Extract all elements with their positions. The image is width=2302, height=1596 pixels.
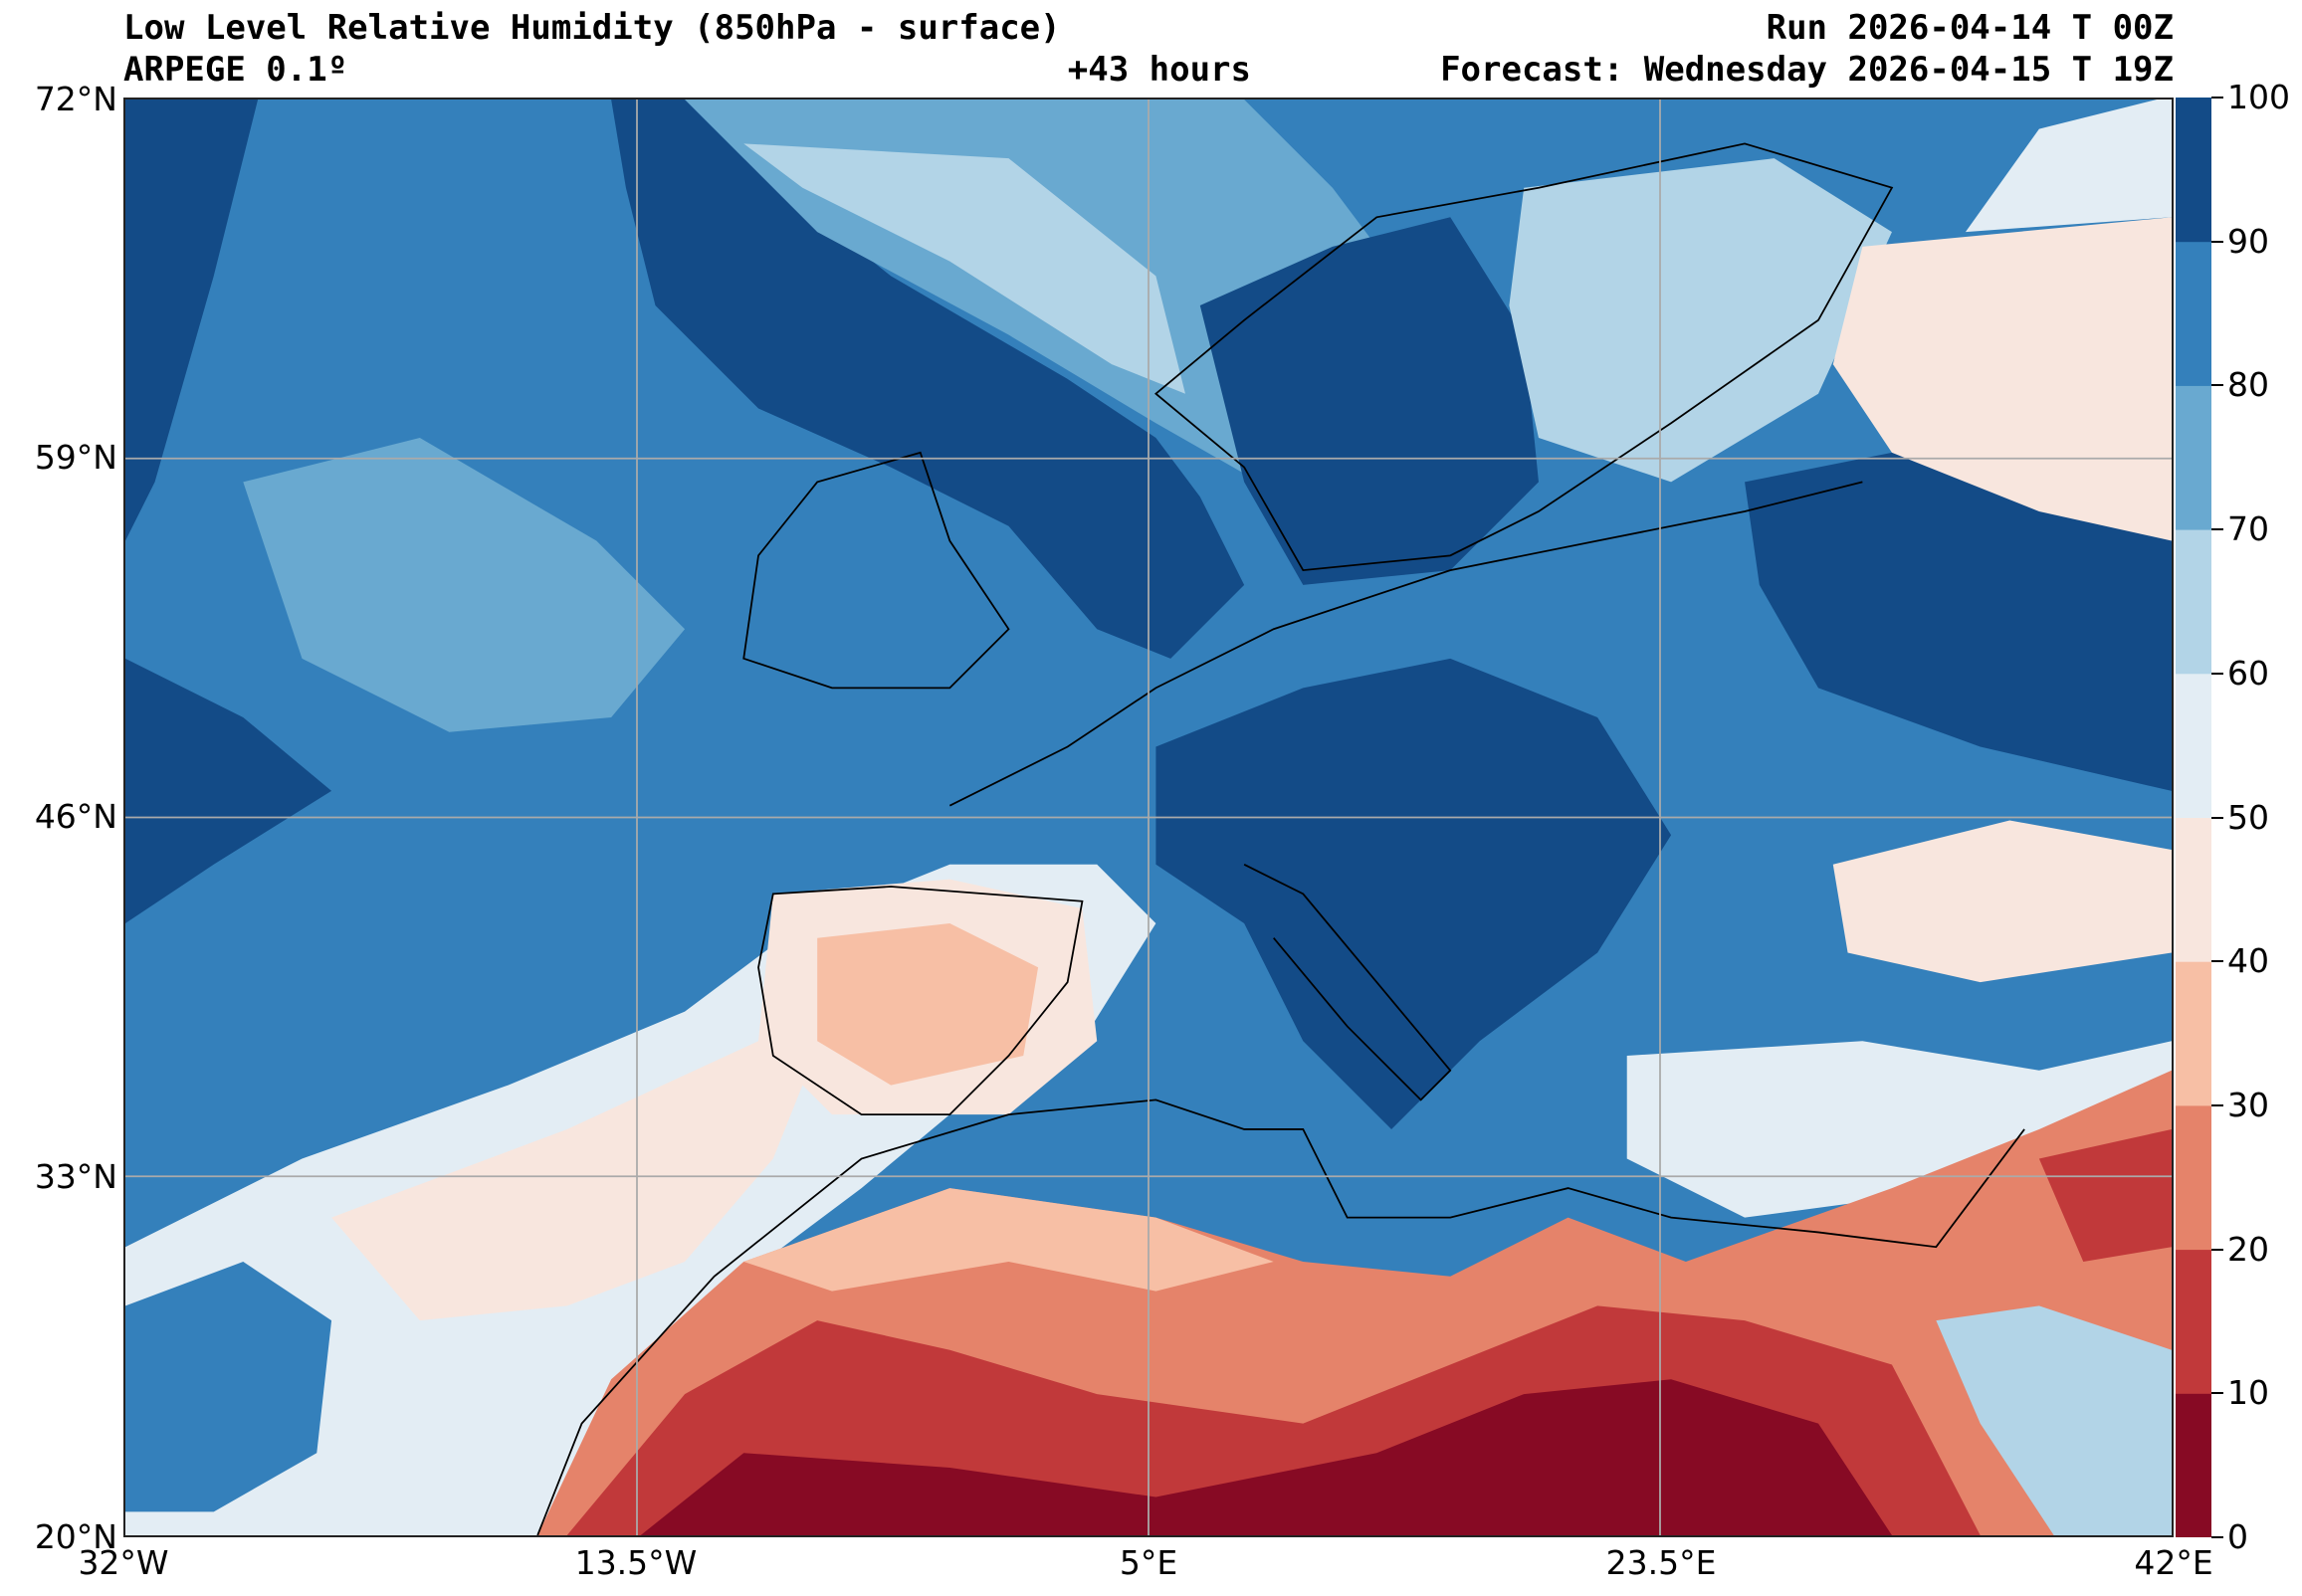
fill-atlantic-mid (243, 438, 686, 732)
lon-label: 32°W (78, 1543, 169, 1582)
colorbar-tick (2211, 528, 2223, 531)
colorbar-label: 80 (2227, 365, 2269, 405)
colorbar-segment (2176, 529, 2211, 675)
fill-band-norwegian-sea (743, 143, 1185, 394)
lat-label: 59°N (34, 438, 117, 477)
colorbar-tick (2211, 960, 2223, 963)
gridlines (125, 100, 2172, 1535)
colorbar-segment (2176, 241, 2211, 386)
colorbar-label: 70 (2227, 509, 2269, 549)
lead-time: +43 hours (1067, 50, 1251, 90)
fill-sahara-peach (743, 1188, 1274, 1292)
forecast-time: Forecast: Wednesday 2026-04-15 T 19Z (1440, 50, 2174, 90)
lon-label: 42°E (2134, 1543, 2213, 1582)
run-time: Run 2026-04-14 T 00Z (1766, 8, 2174, 48)
fill-anatolia (1832, 820, 2172, 983)
colorbar-tick (2211, 1392, 2223, 1395)
colorbar-segment (2176, 1249, 2211, 1394)
colorbar (2176, 98, 2211, 1537)
colorbar-label: 40 (2227, 941, 2269, 981)
colorbar-tick (2211, 816, 2223, 819)
humidity-map (123, 98, 2174, 1537)
colorbar-label: 60 (2227, 653, 2269, 693)
fill-central-europe (1155, 658, 1672, 1129)
fill-east-light (1965, 100, 2172, 233)
coastline-british-isles (742, 451, 1010, 690)
colorbar-tick (2211, 1248, 2223, 1251)
coastline-north-africa (536, 1098, 2025, 1535)
fill-iberia-dry (817, 922, 1039, 1086)
fill-eastern-europe (1745, 438, 2172, 791)
colorbar-segment (2176, 1104, 2211, 1251)
model-name: ARPEGE 0.1º (123, 50, 348, 90)
colorbar-segment (2176, 673, 2211, 818)
fill-sw-blue (125, 1262, 332, 1512)
colorbar-label: 90 (2227, 221, 2269, 261)
fill-red-sea (1936, 1305, 2172, 1535)
fill-russia-dry (1832, 217, 2172, 541)
fill-light-finland (1509, 158, 1892, 483)
coastlines (536, 142, 2025, 1535)
fill-sahara-0-10 (640, 1379, 1892, 1535)
colorbar-segment (2176, 961, 2211, 1106)
colorbar-segment (2176, 1393, 2211, 1537)
lat-label: 72°N (34, 80, 117, 118)
fill-scandinavia (1199, 217, 1539, 585)
colorbar-tick (2211, 672, 2223, 675)
coastline-iberia (757, 886, 1084, 1116)
lat-label: 20°N (34, 1517, 117, 1556)
colorbar-tick (2211, 1536, 2223, 1538)
colorbar-label: 20 (2227, 1229, 2269, 1269)
lon-label: 23.5°E (1605, 1543, 1717, 1582)
colorbar-tick (2211, 97, 2223, 99)
lat-label: 33°N (34, 1157, 117, 1196)
coastline-italy (1243, 864, 1452, 1101)
colorbar-label: 30 (2227, 1085, 2269, 1124)
colorbar-segment (2176, 385, 2211, 530)
fill-subtropics-peach (331, 1011, 832, 1321)
map-title: Low Level Relative Humidity (850hPa - su… (123, 8, 1061, 48)
colorbar-segment (2176, 817, 2211, 962)
lat-label: 46°N (34, 797, 117, 836)
colorbar-tick (2211, 1103, 2223, 1106)
lon-label: 5°E (1119, 1543, 1178, 1582)
colorbar-label: 50 (2227, 797, 2269, 837)
colorbar-tick (2211, 240, 2223, 243)
colorbar-tick (2211, 384, 2223, 387)
coastline-scandinavia (1154, 142, 1894, 572)
colorbar-label: 0 (2227, 1517, 2248, 1556)
coastline-europe (948, 481, 1863, 807)
colorbar-segment (2176, 98, 2211, 243)
colorbar-label: 10 (2227, 1373, 2269, 1413)
lon-label: 13.5°W (574, 1543, 698, 1582)
colorbar-label: 100 (2227, 78, 2290, 116)
